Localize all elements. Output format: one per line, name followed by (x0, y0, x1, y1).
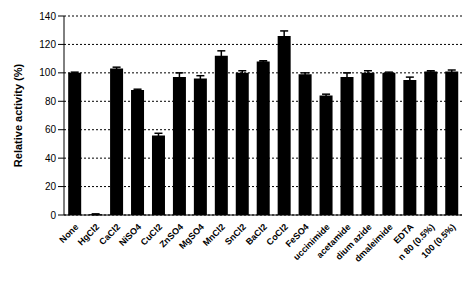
svg-text:80: 80 (45, 96, 57, 107)
svg-text:CuCl2: CuCl2 (138, 221, 165, 248)
svg-text:60: 60 (45, 124, 57, 135)
svg-text:140: 140 (39, 11, 56, 22)
svg-text:MgSO4: MgSO4 (177, 222, 206, 251)
svg-text:40: 40 (45, 153, 57, 164)
svg-text:BaCl2: BaCl2 (244, 222, 269, 247)
svg-text:SnCl2: SnCl2 (223, 222, 248, 247)
svg-text:HgCl2: HgCl2 (76, 222, 101, 247)
svg-text:120: 120 (39, 39, 56, 50)
svg-text:100: 100 (39, 67, 56, 78)
svg-text:Relative activity (%): Relative activity (%) (12, 64, 24, 168)
svg-text:MnCl2: MnCl2 (201, 222, 227, 248)
svg-text:EDTA: EDTA (391, 221, 416, 246)
svg-text:CaCl2: CaCl2 (97, 221, 123, 247)
svg-text:acetamide: acetamide (314, 221, 353, 261)
svg-text:None: None (57, 221, 81, 245)
svg-text:20: 20 (45, 181, 57, 192)
svg-text:FeSO4: FeSO4 (283, 221, 311, 250)
svg-text:uccinimide: uccinimide (291, 221, 332, 263)
svg-text:CoCl2: CoCl2 (264, 221, 290, 248)
svg-text:ZnSO4: ZnSO4 (157, 221, 186, 250)
svg-text:n 80 (0.5%): n 80 (0.5%) (396, 221, 437, 263)
svg-text:dmaleimide: dmaleimide (353, 222, 395, 264)
svg-text:dium azide: dium azide (333, 221, 374, 262)
svg-text:0: 0 (50, 210, 56, 221)
svg-text:NiSO4: NiSO4 (117, 222, 143, 248)
svg-text:100 (0.5%): 100 (0.5%) (419, 222, 457, 260)
